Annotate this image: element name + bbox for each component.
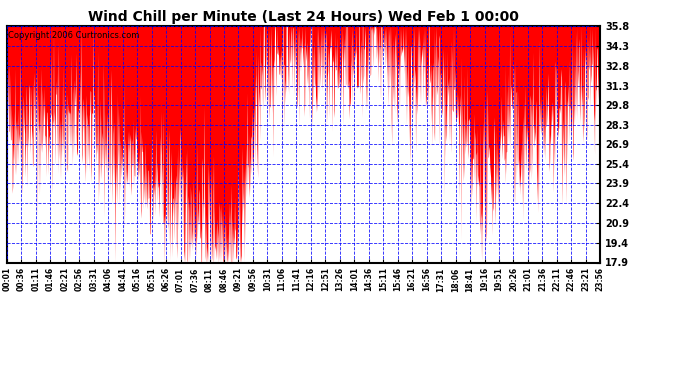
Title: Wind Chill per Minute (Last 24 Hours) Wed Feb 1 00:00: Wind Chill per Minute (Last 24 Hours) We… <box>88 10 519 24</box>
Text: Copyright 2006 Curtronics.com: Copyright 2006 Curtronics.com <box>8 31 139 40</box>
